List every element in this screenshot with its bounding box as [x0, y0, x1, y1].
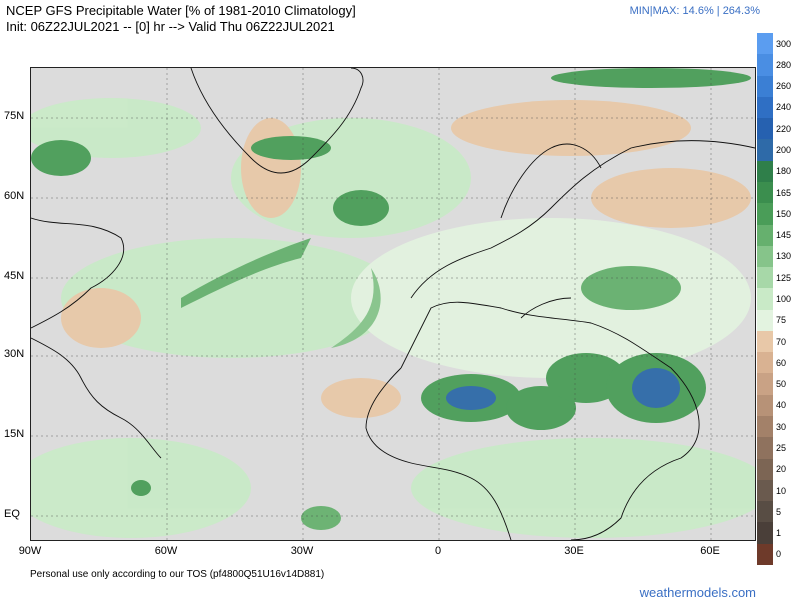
colorbar-label: 150 — [776, 208, 792, 219]
colorbar-label: 240 — [776, 102, 792, 113]
lon-label-60e: 60E — [700, 545, 720, 557]
lat-label-15n: 15N — [4, 428, 25, 440]
colorbar-swatch — [757, 330, 773, 353]
colorbar-swatch — [757, 522, 773, 545]
lat-label-eq: EQ — [4, 508, 20, 520]
coastlines — [31, 68, 755, 540]
colorbar-label: 75 — [776, 315, 787, 326]
colorbar-label: 10 — [776, 485, 787, 496]
lat-label-60n: 60N — [4, 190, 25, 202]
colorbar-swatch — [757, 437, 773, 460]
colorbar-swatch — [757, 267, 773, 289]
colorbar-swatch — [757, 394, 773, 417]
colorbar-swatch — [757, 543, 773, 566]
colorbar-label: 20 — [776, 464, 787, 475]
colorbar-label: 130 — [776, 251, 792, 262]
lat-label-45n: 45N — [4, 270, 25, 282]
colorbar-label: 220 — [776, 123, 792, 134]
map-field — [31, 68, 755, 540]
lon-label-30e: 30E — [564, 545, 584, 557]
lon-label-30w: 30W — [290, 545, 314, 557]
colorbar-swatch — [757, 288, 773, 311]
colorbar-label: 60 — [776, 357, 787, 368]
colorbar-swatch — [757, 416, 773, 438]
lon-label-90w: 90W — [18, 545, 42, 557]
colorbar-swatch — [757, 118, 773, 140]
lon-label-0: 0 — [434, 545, 442, 557]
graticule — [31, 68, 755, 540]
chart-title: NCEP GFS Precipitable Water [% of 1981-2… — [6, 3, 356, 35]
lon-label-60w: 60W — [154, 545, 178, 557]
colorbar-swatch — [757, 96, 773, 119]
lat-label-30n: 30N — [4, 348, 25, 360]
colorbar — [757, 33, 773, 566]
colorbar-swatch — [757, 139, 773, 162]
colorbar-swatch — [757, 501, 773, 523]
minmax-readout: MIN|MAX: 14.6% | 264.3% — [629, 5, 760, 17]
colorbar-label: 165 — [776, 187, 792, 198]
colorbar-swatch — [757, 352, 773, 374]
colorbar-swatch — [757, 160, 773, 183]
terms-note: Personal use only according to our TOS (… — [30, 569, 325, 580]
colorbar-swatch — [757, 181, 773, 204]
colorbar-label: 25 — [776, 442, 787, 453]
pw-field — [31, 68, 755, 538]
colorbar-swatch — [757, 245, 773, 268]
colorbar-label: 125 — [776, 272, 792, 283]
colorbar-label: 50 — [776, 379, 787, 390]
title-line-1: NCEP GFS Precipitable Water [% of 1981-2… — [6, 3, 356, 18]
colorbar-swatch — [757, 224, 773, 247]
colorbar-swatch — [757, 75, 773, 98]
colorbar-label: 145 — [776, 230, 792, 241]
colorbar-label: 5 — [776, 506, 782, 517]
colorbar-swatch — [757, 458, 773, 481]
colorbar-label: 40 — [776, 400, 787, 411]
colorbar-label: 280 — [776, 59, 792, 70]
colorbar-label: 70 — [776, 336, 787, 347]
lat-label-75n: 75N — [4, 110, 25, 122]
colorbar-label: 30 — [776, 421, 787, 432]
colorbar-label: 1 — [776, 528, 782, 539]
colorbar-label: 100 — [776, 294, 792, 304]
colorbar-label: 300 — [776, 38, 792, 49]
colorbar-swatch — [757, 309, 773, 332]
map-panel — [30, 67, 756, 541]
colorbar-label: 260 — [776, 81, 792, 92]
colorbar-swatch — [757, 203, 773, 225]
title-line-2: Init: 06Z22JUL2021 -- [0] hr --> Valid T… — [6, 19, 335, 34]
colorbar-swatch — [757, 479, 773, 502]
colorbar-swatch — [757, 54, 773, 77]
site-link[interactable]: weathermodels.com — [639, 585, 756, 600]
colorbar-swatch — [757, 33, 773, 55]
colorbar-label: 200 — [776, 145, 792, 156]
colorbar-label: 180 — [776, 166, 792, 177]
colorbar-label: 0 — [776, 549, 782, 560]
colorbar-swatch — [757, 373, 773, 396]
